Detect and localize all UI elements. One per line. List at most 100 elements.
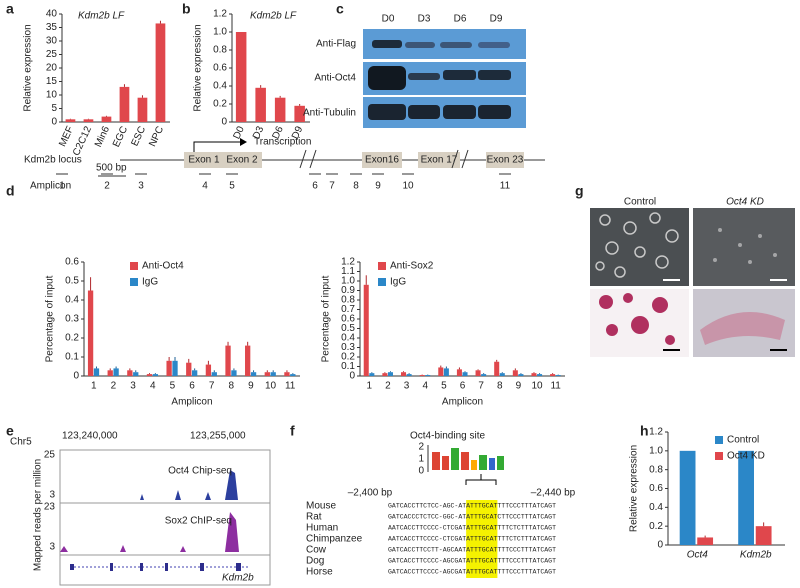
bar (87, 290, 94, 376)
bar (83, 119, 94, 122)
y-tick-label: 1.2 (341, 257, 355, 268)
bar (456, 369, 462, 376)
y-tick-label: 0.2 (649, 521, 663, 532)
y-tick-label: 0 (221, 117, 227, 128)
x-tick-label: 8 (497, 381, 503, 392)
lane-label: D6 (454, 14, 467, 25)
bar (363, 284, 369, 376)
sequence: AATCACCTTCCCC-CTCGATATTTGCATTTTCTCTTTATC… (388, 525, 556, 532)
panel-label: e (6, 423, 14, 439)
chart-title: Kdm2b LF (250, 11, 297, 22)
x-tick-label: EGC (111, 125, 130, 149)
amplicon-number: 7 (329, 181, 335, 192)
species: Human (306, 523, 338, 534)
x-tick-label: 2 (385, 381, 391, 392)
y-tick-label: 25 (46, 49, 58, 60)
amplicon-number: 5 (229, 181, 235, 192)
y-tick-label: 0.8 (213, 45, 227, 56)
y-tick-label: 0.5 (341, 323, 355, 334)
bar (119, 86, 130, 122)
y-tick-label: 0.2 (341, 352, 355, 363)
track-min: 3 (49, 490, 55, 501)
coord-end: 123,255,000 (190, 431, 246, 442)
y-tick-label: 0 (657, 540, 663, 551)
amplicon-number: 3 (138, 181, 144, 192)
bar (155, 23, 166, 123)
y-tick-label: 15 (46, 76, 58, 87)
bar (406, 374, 412, 376)
y-tick-label: 0 (349, 371, 355, 382)
track-max: 25 (44, 450, 56, 461)
legend-label: IgG (390, 277, 406, 288)
x-tick-label: 6 (460, 381, 466, 392)
row-label: Anti-Tubulin (303, 108, 356, 119)
bar (133, 372, 139, 376)
bar (113, 368, 119, 376)
bar (438, 367, 444, 376)
bar (550, 374, 556, 376)
x-tick-label: 11 (550, 381, 561, 392)
break-mark (299, 149, 317, 169)
arrow-head (240, 138, 247, 146)
x-tick-label: 9 (516, 381, 522, 392)
x-tick-label: Min6 (93, 124, 112, 149)
x-axis-label: Amplicon (442, 397, 483, 408)
bar (679, 450, 696, 545)
lane-label: D9 (490, 14, 503, 25)
exon-label: Exon 23 (487, 155, 524, 166)
legend-label: Anti-Sox2 (390, 261, 434, 272)
lane-label: D3 (418, 14, 431, 25)
bar (107, 370, 113, 376)
y-tick-label: 0 (51, 117, 57, 128)
x-tick-label: 5 (441, 381, 447, 392)
bar (369, 373, 375, 376)
bar (697, 537, 714, 545)
bar (274, 97, 286, 122)
exon-label: Exon16 (365, 155, 399, 166)
panel-label: g (575, 183, 584, 199)
x-tick-label: 4 (150, 381, 156, 392)
bar (382, 373, 388, 376)
logo-tick: 0 (418, 466, 424, 477)
x-tick-label: Kdm2b (740, 550, 772, 561)
y-tick-label: 1.2 (213, 9, 227, 20)
bar (225, 345, 231, 376)
exon (418, 152, 460, 168)
bar (531, 373, 537, 376)
x-tick-label: 11 (285, 381, 296, 392)
row-label: Anti-Flag (316, 39, 356, 50)
panel-label: h (640, 423, 649, 439)
sequence: GATCACCCTCTCC-GGC-ATATTTGCATCTTCCCTTTATC… (388, 514, 556, 521)
track-name: Oct4 Chip-seq (168, 466, 232, 477)
chart-title: Kdm2b LF (78, 11, 125, 22)
y-tick-label: 0.4 (341, 333, 355, 344)
x-tick-label: 3 (130, 381, 136, 392)
bar (93, 368, 100, 376)
legend-swatch (715, 436, 723, 444)
panel-label: b (182, 1, 191, 17)
y-axis-label: Relative expression (629, 445, 640, 532)
bar (152, 374, 159, 376)
y-tick-label: 1.0 (649, 445, 663, 456)
legend-swatch (130, 262, 138, 270)
amplicon-number: 10 (402, 181, 414, 192)
position-left: –2,400 bp (348, 488, 393, 499)
x-tick-label: Oct4 (687, 550, 709, 561)
amplicon-title: Amplicon (30, 181, 71, 192)
x-tick-label: D9 (290, 124, 306, 141)
break-mark (451, 149, 469, 169)
arrow-label: Transcription (254, 137, 311, 148)
bar (235, 32, 247, 122)
x-tick-label: 8 (228, 381, 234, 392)
y-tick-label: 0.6 (649, 483, 663, 494)
western-blot (363, 29, 526, 128)
y-tick-label: 1.1 (341, 266, 355, 277)
y-tick-label: 10 (46, 90, 58, 101)
panel-label: d (6, 183, 15, 199)
track-min: 3 (49, 542, 55, 553)
panel-label: f (290, 423, 295, 439)
image-label: Control (624, 197, 656, 208)
y-axis-label: Percentage of input (45, 275, 56, 362)
bar (537, 374, 543, 376)
